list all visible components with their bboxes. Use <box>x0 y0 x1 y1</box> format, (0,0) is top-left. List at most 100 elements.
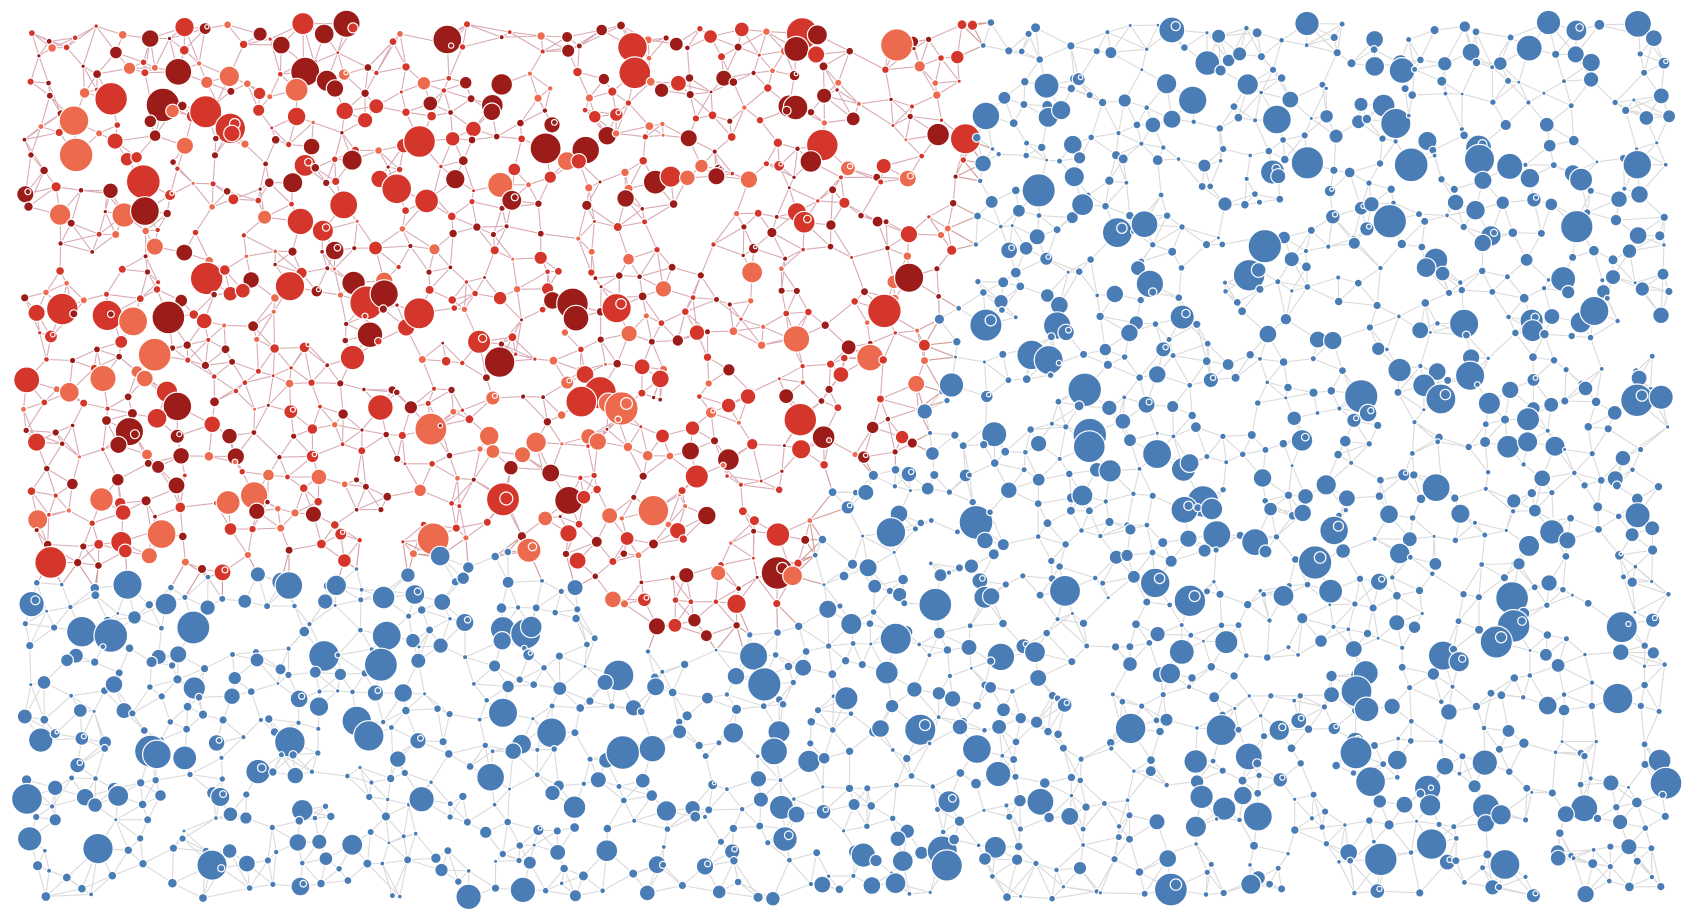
edge <box>409 245 430 273</box>
edge <box>334 132 343 160</box>
edge <box>1146 495 1154 526</box>
edge <box>1245 27 1262 57</box>
edge <box>627 102 650 127</box>
edge <box>30 684 45 720</box>
edge <box>905 139 923 157</box>
edge <box>716 299 742 320</box>
edge <box>651 341 664 370</box>
edge <box>1181 226 1219 239</box>
edge <box>749 632 778 636</box>
edge <box>1563 694 1593 707</box>
edge <box>184 576 209 598</box>
edge <box>402 228 435 250</box>
edge <box>30 55 40 82</box>
edge <box>207 325 225 341</box>
edge <box>1213 549 1217 582</box>
edge <box>644 221 658 250</box>
edge <box>781 445 785 472</box>
edge <box>641 577 673 583</box>
edge <box>781 249 804 270</box>
edge <box>1507 80 1529 103</box>
edge <box>243 235 247 257</box>
edge <box>1454 488 1486 499</box>
edge <box>443 89 472 100</box>
edge <box>1266 381 1287 399</box>
edge <box>779 378 803 384</box>
edge <box>1246 155 1251 179</box>
edge <box>928 202 954 218</box>
edge <box>1452 686 1477 707</box>
edge <box>47 543 84 548</box>
edge <box>1632 469 1659 488</box>
edge <box>1367 632 1403 649</box>
edge <box>1546 594 1573 606</box>
edge <box>38 55 50 84</box>
edge <box>1238 715 1261 731</box>
edge <box>244 382 256 410</box>
edge <box>727 475 762 482</box>
edge <box>1080 742 1111 760</box>
edge <box>1573 453 1593 474</box>
edge <box>334 424 363 431</box>
edge <box>195 232 210 262</box>
edge <box>1062 747 1072 778</box>
edge <box>574 732 591 760</box>
edge <box>70 222 100 235</box>
edge <box>39 332 48 360</box>
edge <box>1222 695 1250 716</box>
edge <box>492 234 514 260</box>
edge <box>430 753 450 783</box>
edge <box>61 584 71 608</box>
edge <box>40 95 51 127</box>
edge <box>72 425 81 458</box>
edge <box>1644 664 1665 686</box>
edge <box>479 719 486 746</box>
edge <box>334 605 361 631</box>
edge <box>231 361 259 372</box>
edge <box>60 233 100 245</box>
edge <box>1570 517 1599 530</box>
edge <box>317 728 319 754</box>
edge <box>862 535 895 553</box>
edge <box>1376 268 1381 306</box>
edge <box>744 87 769 109</box>
edge <box>1090 102 1104 138</box>
edge <box>516 289 523 320</box>
edge <box>1035 27 1072 47</box>
edge <box>1178 267 1183 298</box>
edge <box>733 330 762 346</box>
edge <box>529 51 544 74</box>
edge <box>776 603 800 627</box>
edge <box>762 313 787 328</box>
edge <box>1129 25 1148 50</box>
edge <box>1478 577 1505 598</box>
edge <box>466 23 510 33</box>
edge <box>1491 291 1510 318</box>
edge <box>895 330 918 334</box>
edge <box>1622 426 1668 459</box>
edge <box>938 295 959 309</box>
edge <box>535 590 562 609</box>
edge <box>1004 429 1031 453</box>
edge <box>1285 286 1308 320</box>
edge <box>1410 720 1442 743</box>
edge <box>647 651 663 673</box>
edge <box>1478 564 1483 598</box>
edge <box>46 358 73 362</box>
edge <box>628 81 652 104</box>
edge <box>1418 213 1448 216</box>
edge <box>1190 624 1222 636</box>
edge <box>355 450 363 480</box>
edge <box>309 605 336 625</box>
edge <box>836 89 860 105</box>
edge <box>1481 562 1514 566</box>
edge <box>990 22 1010 52</box>
edge <box>1321 52 1338 86</box>
edge <box>532 705 553 720</box>
edge <box>1259 358 1268 383</box>
edge <box>1468 446 1489 473</box>
edge <box>1350 443 1370 464</box>
edge <box>449 233 454 268</box>
edge <box>817 709 852 715</box>
edge <box>256 311 275 340</box>
